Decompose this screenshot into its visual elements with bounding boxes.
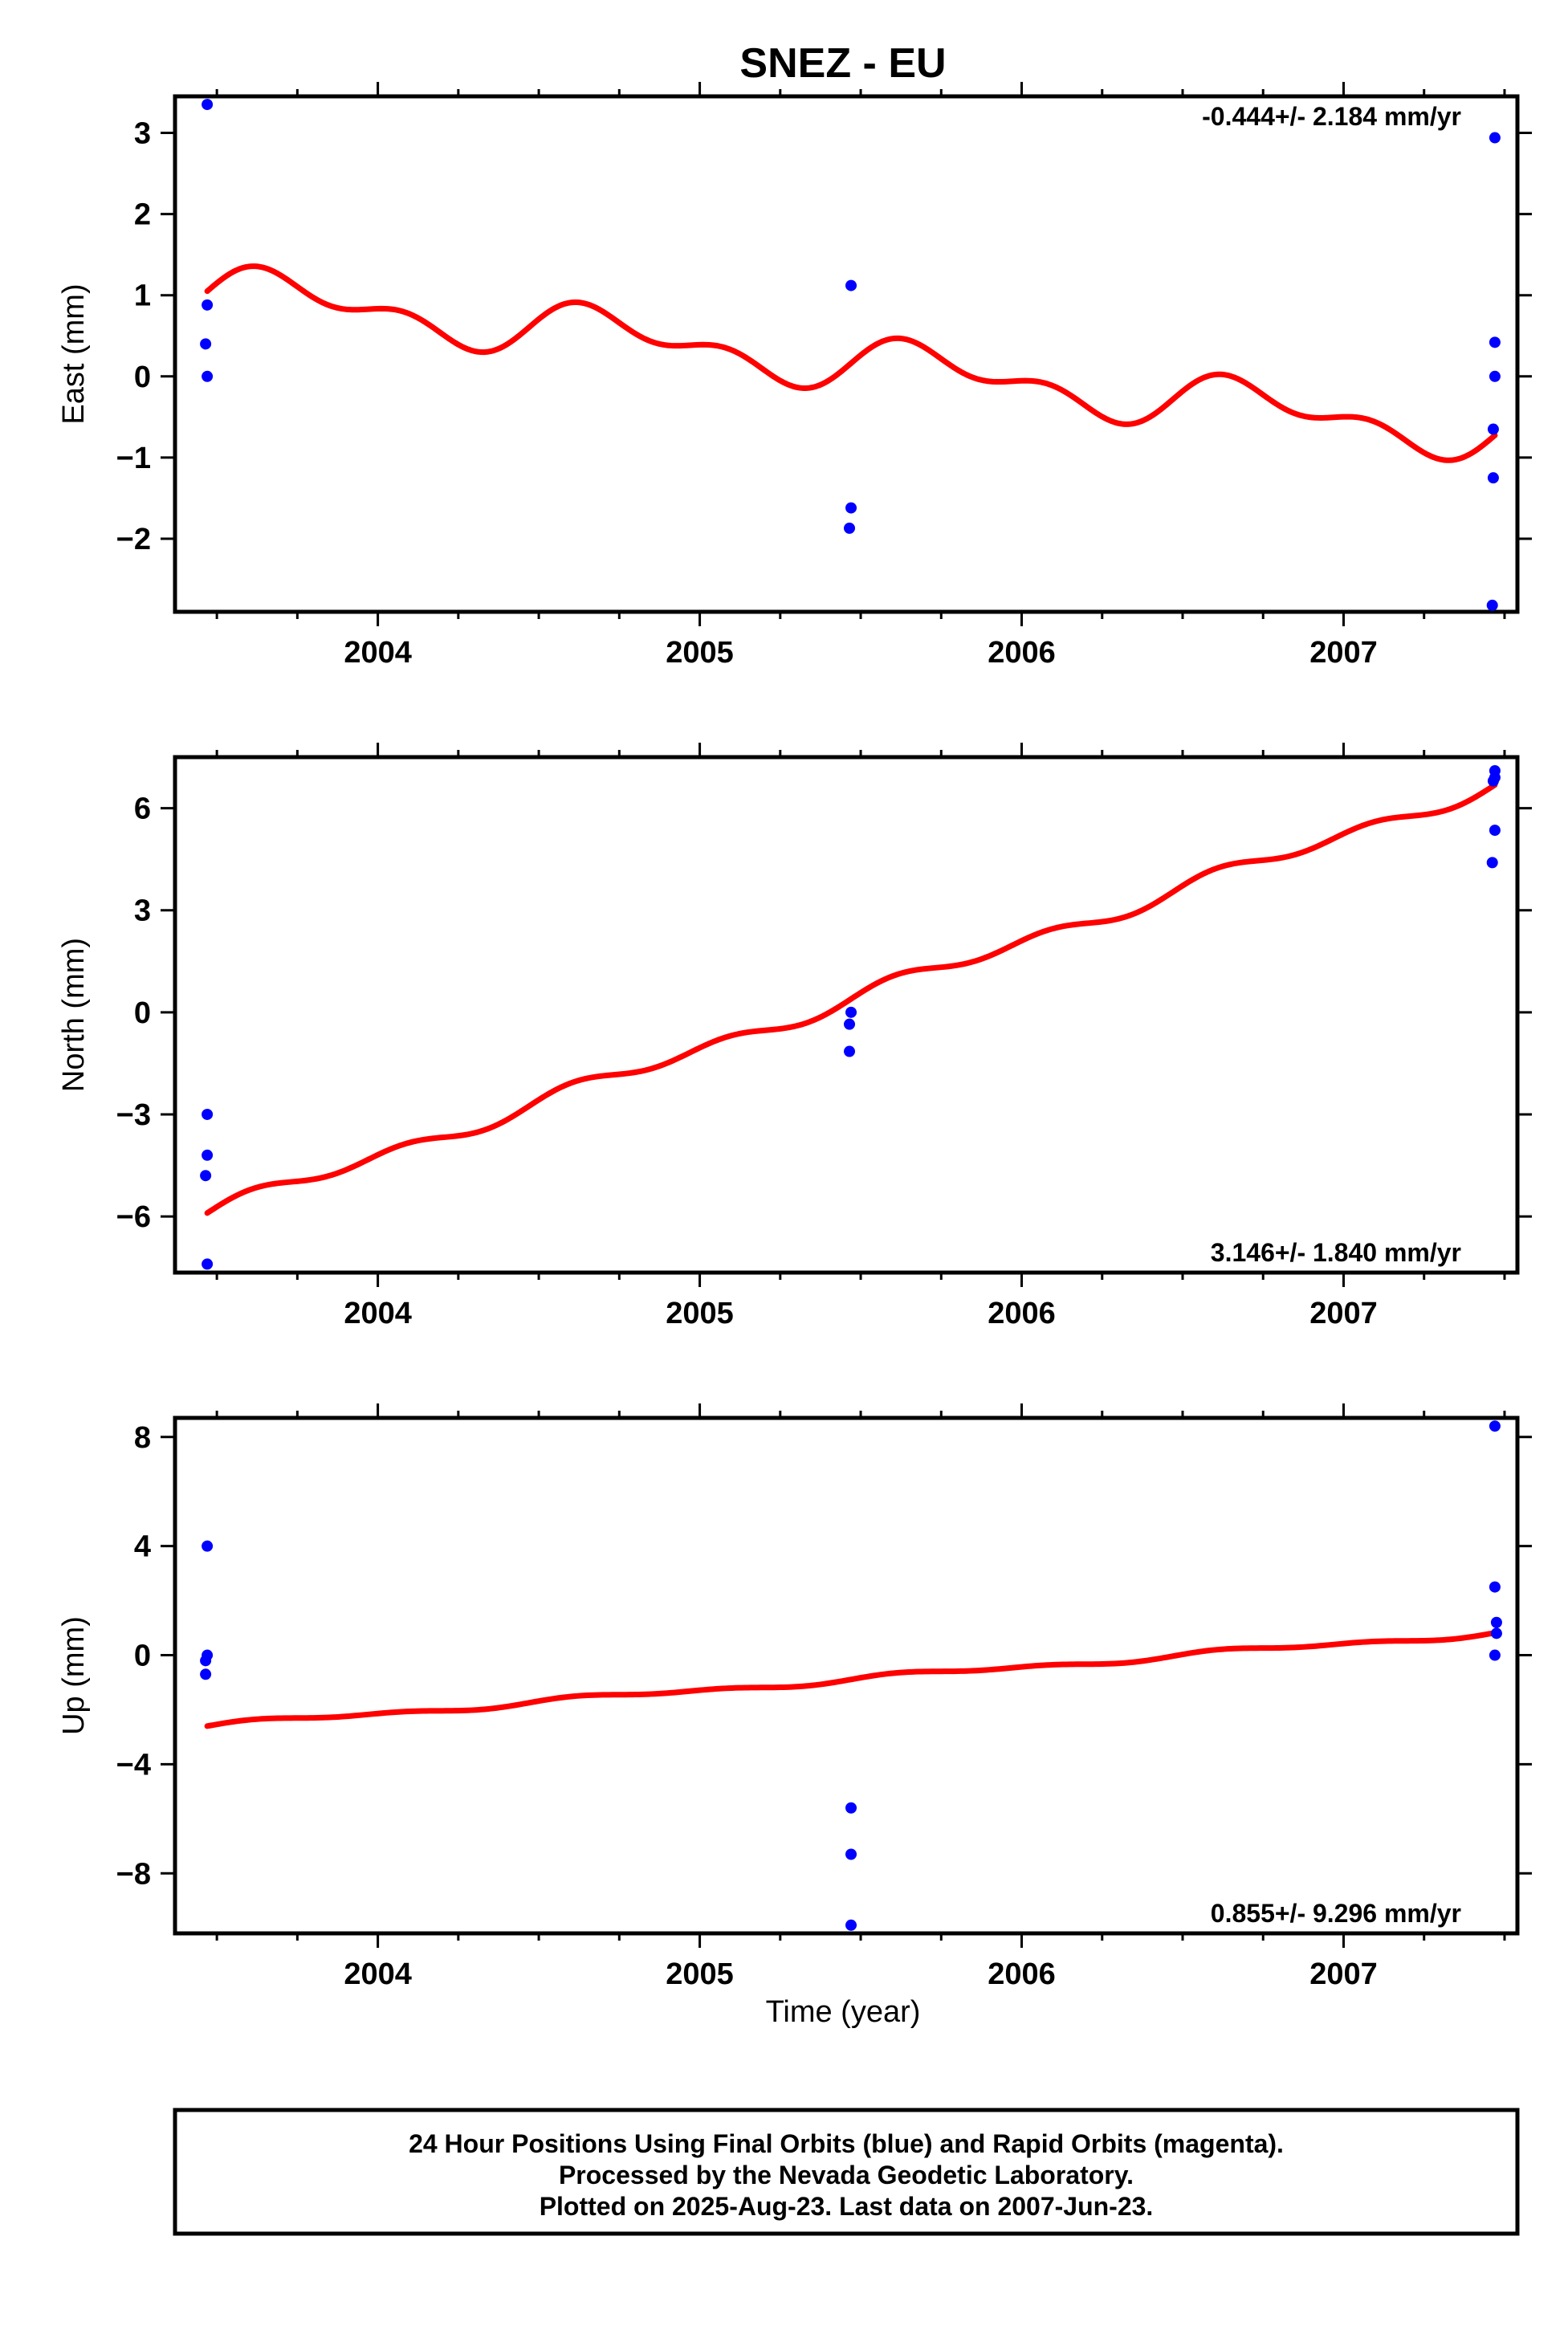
footer-line-2: Processed by the Nevada Geodetic Laborat… <box>559 2161 1134 2189</box>
velocity-label: 3.146+/- 1.840 mm/yr <box>1211 1238 1461 1267</box>
x-axis-label: Time (year) <box>766 1995 921 2029</box>
velocity-label: -0.444+/- 2.184 mm/yr <box>1202 102 1461 131</box>
y-tick-label: 3 <box>134 894 151 928</box>
y-tick-label: −3 <box>116 1098 151 1132</box>
data-point <box>1489 1581 1501 1593</box>
data-point <box>845 1006 857 1018</box>
footer-line-3: Plotted on 2025-Aug-23. Last data on 200… <box>540 2192 1154 2221</box>
plot-frame <box>173 94 1520 614</box>
x-tick-label: 2005 <box>666 1297 734 1330</box>
model-curve <box>204 1630 1498 1729</box>
x-tick-label: 2004 <box>344 1297 412 1330</box>
data-point <box>845 502 857 514</box>
y-axis-label: North (mm) <box>57 938 91 1092</box>
data-point <box>200 1170 212 1182</box>
y-tick-label: 2 <box>134 198 151 232</box>
data-point <box>845 1848 857 1860</box>
data-point <box>845 1802 857 1814</box>
x-tick-label: 2006 <box>988 1297 1056 1330</box>
data-point <box>200 1668 212 1680</box>
up-panel: 2004 2005 2006 2007 8 4 0 −4 −8 Up (mm) 0.855+/- 9… <box>57 1403 1532 1991</box>
y-tick-label: 1 <box>134 279 151 313</box>
data-point <box>1487 472 1499 484</box>
model-curve <box>204 263 1498 463</box>
x-tick-label: 2007 <box>1309 1297 1378 1330</box>
north-panel: 2004 2005 2006 2007 6 3 0 −3 −6 North (mm) 3.146+/… <box>57 743 1532 1330</box>
x-tick-label: 2004 <box>344 636 412 670</box>
data-point <box>1487 423 1499 435</box>
y-tick-label: 3 <box>134 116 151 150</box>
data-point <box>202 1108 214 1120</box>
x-tick-label: 2006 <box>988 1957 1056 1991</box>
data-point <box>845 1919 857 1931</box>
y-tick-label: 6 <box>134 792 151 826</box>
x-tick-label: 2006 <box>988 636 1056 670</box>
data-point <box>1490 1627 1502 1640</box>
velocity-label: 0.855+/- 9.296 mm/yr <box>1211 1899 1461 1928</box>
data-point <box>1489 1420 1501 1432</box>
data-point <box>845 279 857 291</box>
x-tick-label: 2005 <box>666 636 734 670</box>
data-point <box>1490 1616 1502 1628</box>
x-tick-label: 2004 <box>344 1957 412 1991</box>
data-point <box>200 1655 212 1667</box>
footer-box <box>173 2108 1520 2236</box>
data-point <box>1489 825 1501 837</box>
y-axis-label: Up (mm) <box>57 1616 91 1735</box>
y-tick-label: −6 <box>116 1200 151 1234</box>
y-tick-label: −8 <box>116 1857 151 1891</box>
data-point <box>1489 1649 1501 1661</box>
model-curve <box>204 782 1498 1216</box>
y-tick-label: 4 <box>134 1530 151 1564</box>
data-point <box>1487 775 1499 787</box>
chart-title: SNEZ - EU <box>739 40 946 87</box>
y-tick-label: 0 <box>134 1640 151 1673</box>
y-tick-label: 0 <box>134 996 151 1030</box>
data-point <box>202 1258 214 1270</box>
data-point <box>202 299 214 311</box>
data-point <box>1489 336 1501 348</box>
y-tick-label: −4 <box>116 1748 151 1782</box>
y-tick-label: 0 <box>134 360 151 394</box>
data-point <box>200 338 212 350</box>
data-point <box>202 1149 214 1161</box>
east-panel: 2004 2005 2006 2007 3 2 1 0 −1 −2 East (mm) -0.444+… <box>57 82 1532 670</box>
x-tick-label: 2005 <box>666 1957 734 1991</box>
data-point <box>1486 857 1498 869</box>
data-point <box>202 1540 214 1552</box>
y-axis-label: East (mm) <box>57 283 91 424</box>
data-point <box>844 1045 856 1057</box>
plot-frame <box>173 1415 1520 1936</box>
data-point <box>844 522 856 534</box>
data-point <box>844 1018 856 1030</box>
footer-line-1: 24 Hour Positions Using Final Orbits (bl… <box>409 2129 1284 2158</box>
y-tick-label: −2 <box>116 523 151 556</box>
data-point <box>1489 370 1501 382</box>
y-tick-label: −1 <box>116 442 151 475</box>
x-tick-label: 2007 <box>1309 1957 1378 1991</box>
data-point <box>202 99 214 111</box>
data-point <box>202 370 214 382</box>
x-tick-label: 2007 <box>1309 636 1378 670</box>
y-tick-label: 8 <box>134 1421 151 1455</box>
data-point <box>1489 132 1501 144</box>
plot-frame <box>173 755 1520 1275</box>
data-point <box>1486 599 1498 611</box>
